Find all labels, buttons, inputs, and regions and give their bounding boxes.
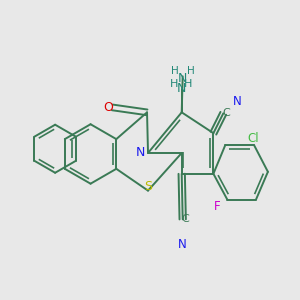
- Text: N: N: [233, 95, 242, 108]
- Text: N: N: [178, 238, 187, 250]
- Text: O: O: [103, 101, 113, 114]
- Text: H: H: [170, 79, 178, 88]
- Text: N: N: [178, 72, 188, 85]
- Text: C: C: [223, 108, 230, 118]
- Text: H: H: [184, 79, 192, 88]
- Text: S: S: [144, 180, 152, 193]
- Text: C: C: [181, 214, 189, 224]
- Text: Cl: Cl: [247, 132, 259, 145]
- Text: N: N: [136, 146, 145, 160]
- Text: H: H: [187, 66, 195, 76]
- Text: F: F: [214, 200, 221, 213]
- Text: H: H: [171, 66, 178, 76]
- Text: N: N: [177, 82, 186, 95]
